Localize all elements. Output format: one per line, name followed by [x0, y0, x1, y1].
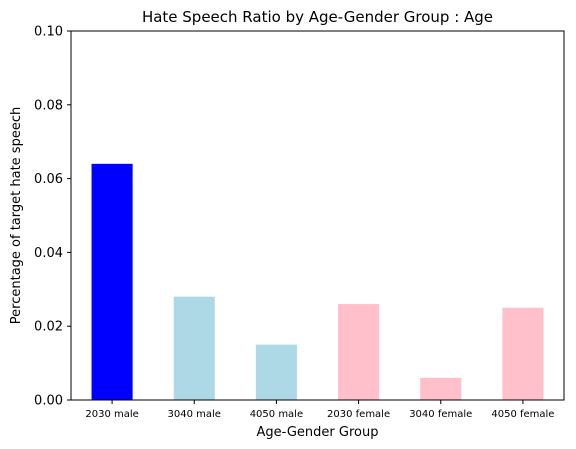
bar-4050-male [255, 344, 297, 400]
x-axis-label: Age-Gender Group [257, 425, 379, 440]
y-tick-label: 0.04 [34, 246, 63, 261]
bars-layer [91, 163, 544, 400]
y-tick-label: 0.06 [34, 172, 63, 187]
x-axis-ticks: 2030 male 3040 male 4050 male 2030 female 30… [85, 400, 554, 420]
bar-2030-female [338, 304, 380, 400]
axes-frame [70, 30, 565, 401]
x-tick-label: 2030 male [85, 409, 138, 420]
y-tick-label: 0.10 [34, 25, 63, 40]
bar-3040-male [173, 296, 215, 400]
bar-3040-female [420, 377, 462, 400]
y-axis-label: Percentage of target hate speech [9, 107, 24, 324]
chart-title: Hate Speech Ratio by Age-Gender Group : … [142, 8, 493, 26]
x-tick-label: 3040 male [168, 409, 221, 420]
bar-2030-male [91, 163, 133, 400]
x-tick-label: 4050 female [491, 409, 554, 420]
x-tick-label: 2030 female [327, 409, 390, 420]
x-tick-label: 4050 male [250, 409, 303, 420]
y-tick-label: 0.08 [34, 98, 63, 113]
y-tick-label: 0.02 [34, 320, 63, 335]
y-axis-ticks: 0.00 0.02 0.04 0.06 0.08 0.10 [34, 25, 71, 409]
y-tick-label: 0.00 [34, 394, 63, 409]
bar-4050-female [502, 307, 544, 400]
x-tick-label: 3040 female [409, 409, 472, 420]
